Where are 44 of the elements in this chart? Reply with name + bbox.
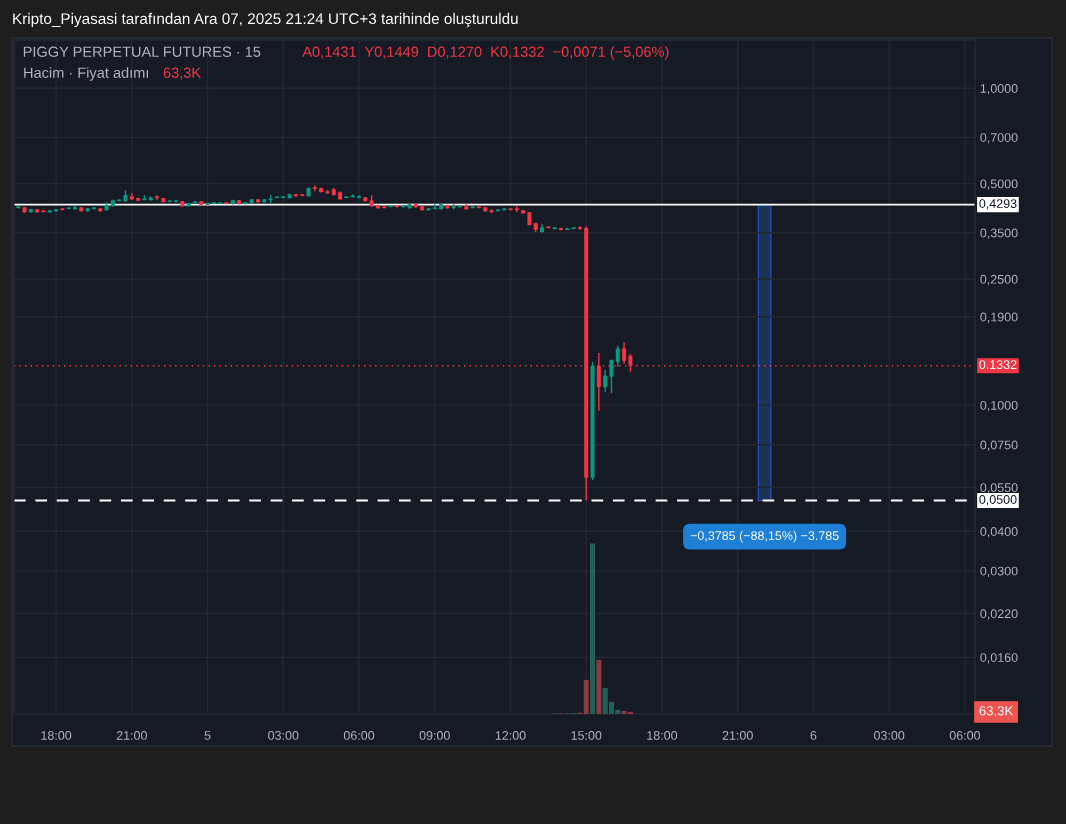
x-tick-label: 21:00	[116, 731, 147, 740]
ref-line-label: 0,0500	[979, 495, 1017, 506]
x-tick-label: 09:00	[419, 731, 450, 740]
x-tick-label: 21:00	[722, 731, 753, 740]
y-tick-label: 0,0220	[980, 609, 1018, 620]
y-tick-label: 0,2500	[980, 274, 1018, 286]
x-tick-label: 6	[810, 731, 817, 740]
x-tick-label: 15:00	[571, 731, 602, 740]
candlestick	[603, 369, 608, 393]
y-tick-label: 0,0160	[980, 653, 1018, 664]
annotation: A0,1431 Y0,1449 D0,1270 K0,1332 −0,0071 (−5,06%)	[302, 46, 669, 60]
annotation: 63,3K	[163, 67, 201, 80]
y-tick-label: 0,7000	[980, 133, 1018, 144]
ref-line-label: 0,1332	[979, 360, 1017, 371]
bar	[583, 679, 589, 714]
x-tick-label: 06:00	[343, 731, 375, 740]
x-tick-label: 12:00	[495, 731, 526, 740]
y-tick-label: 0,3500	[980, 228, 1018, 239]
x-tick-label: 03:00	[874, 731, 905, 740]
x-tick-label: 03:00	[268, 731, 299, 740]
candlestick	[622, 341, 627, 365]
bar	[596, 659, 602, 714]
candlestick	[628, 353, 633, 373]
text: Kripto_Piyasasi tarafından Ara 07, 2025 21:24 UTC+3 tarihinde oluşturuldu	[13, 12, 518, 28]
text: 63,3K	[979, 706, 1014, 718]
x-tick-label: 18:00	[41, 731, 72, 740]
bar	[590, 543, 596, 714]
ref-line-label: 0,4293	[979, 199, 1017, 210]
candlestick	[615, 345, 620, 368]
x-tick-label: 18:00	[647, 731, 678, 740]
y-tick-label: 0,5000	[980, 179, 1018, 190]
y-tick-label: 0,0400	[980, 527, 1018, 538]
y-tick-label: 1,0000	[980, 84, 1018, 95]
candlestick	[609, 359, 614, 394]
x-tick-label: 5	[204, 731, 211, 740]
annotation: −0,3785 (−88,15%) −3.785	[690, 530, 839, 543]
y-tick-label: 0,1900	[980, 312, 1018, 323]
y-tick-label: 0,0550	[980, 483, 1018, 494]
y-tick-label: 0,0300	[980, 566, 1018, 577]
x-tick-label: 06:00	[949, 731, 981, 740]
y-tick-label: 0,1000	[980, 400, 1018, 412]
y-tick-label: 0,0750	[980, 440, 1018, 451]
chart-title: Hacim · Fiyat adımı	[24, 67, 149, 81]
chart-title: PIGGY PERPETUAL FUTURES · 15	[23, 46, 261, 57]
